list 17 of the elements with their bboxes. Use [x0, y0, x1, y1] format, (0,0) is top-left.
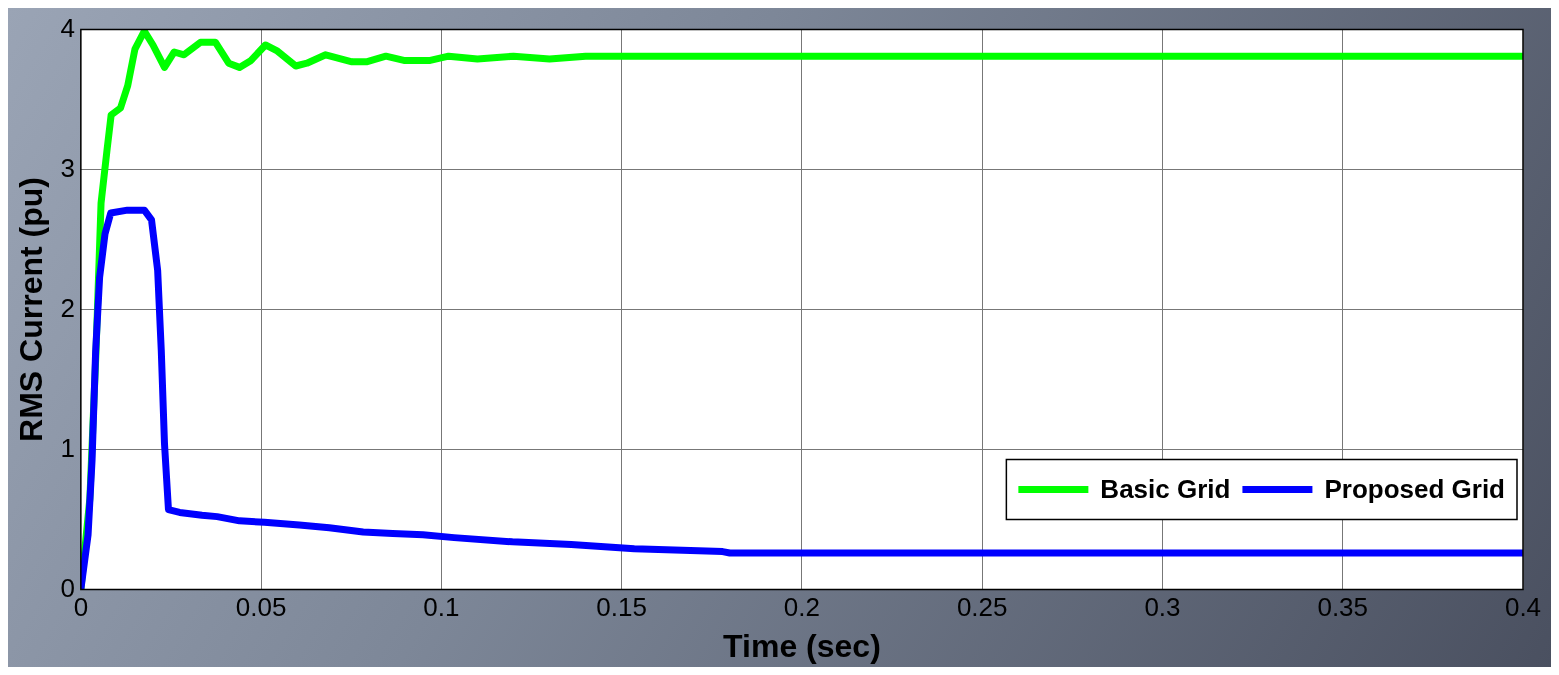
x-tick-label: 0.05 — [235, 592, 287, 623]
y-tick-label: 0 — [60, 572, 75, 603]
x-tick-label: 0.15 — [596, 592, 647, 623]
x-tick-label: 0.4 — [1504, 592, 1542, 623]
y-tick-label: 2 — [60, 292, 75, 323]
legend-label: Basic Grid — [1100, 473, 1231, 504]
x-tick-label: 0.25 — [956, 592, 1008, 623]
y-axis-title: RMS Current (pu) — [13, 177, 50, 442]
y-tick-label: 3 — [60, 152, 75, 183]
x-tick-label: 0.2 — [783, 592, 821, 623]
x-tick-label: 0.3 — [1144, 592, 1181, 623]
y-tick-label: 1 — [60, 432, 75, 463]
y-tick-label: 4 — [60, 12, 75, 43]
x-axis-title: Time (sec) — [723, 627, 881, 664]
x-tick-label: 0.1 — [423, 592, 460, 623]
legend-label: Proposed Grid — [1324, 473, 1505, 504]
x-tick-label: 0.35 — [1317, 592, 1369, 623]
